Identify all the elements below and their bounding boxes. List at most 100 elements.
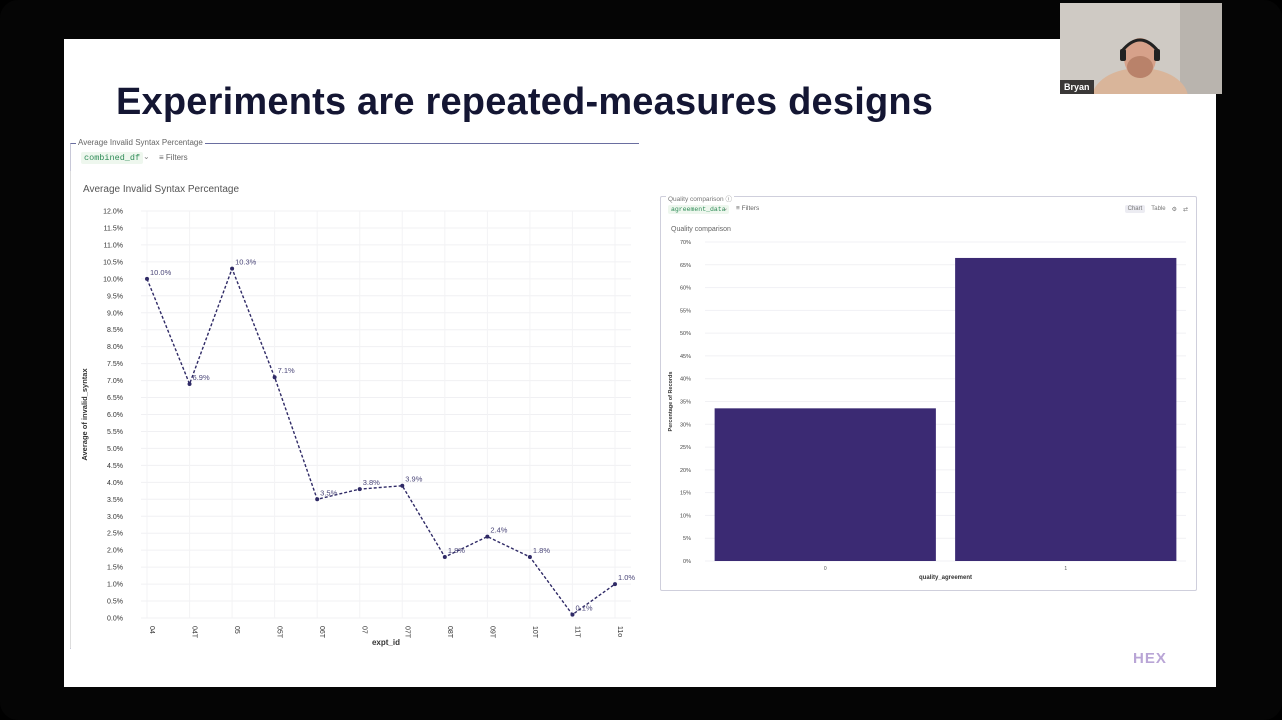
data-point [357,487,362,492]
filter-icon: ≡ [736,205,740,212]
data-label: 3.8% [363,478,380,487]
chevron-down-icon[interactable]: ⌄ [723,206,729,212]
y-tick-label: 7.0% [107,378,123,385]
data-point [613,582,617,587]
chart-title: Average Invalid Syntax Percentage [83,184,240,195]
data-point [187,381,192,386]
data-label: 10.3% [235,258,257,267]
y-tick-label: 45% [680,354,691,360]
y-tick-label: 4.0% [107,480,123,487]
y-tick-label: 0% [683,559,691,565]
x-tick-label: 05T [276,626,283,639]
line-chart-area: Average Invalid Syntax Percentage 0.0% 0.… [70,171,639,648]
participant-video: Bryan [1060,3,1222,94]
chart-title: Quality comparison [671,226,731,233]
data-point [442,554,447,559]
participant-name: Bryan [1060,80,1094,94]
filter-icon: ≡ [159,153,164,162]
x-tick-label: 11o [616,626,623,637]
x-tick-label: 09T [488,626,495,639]
y-tick-label: 60% [680,286,691,292]
y-tick-label: 9.0% [107,310,123,317]
dataframe-selector[interactable]: combined_df [81,152,144,164]
presentation-slide: Experiments are repeated-measures design… [64,39,1216,687]
data-label: 0.1% [575,604,592,613]
filters-label: Filters [741,205,760,212]
y-tick-label: 8.5% [107,327,123,334]
filters-button[interactable]: ≡ Filters [159,153,188,162]
tab-table[interactable]: Table [1151,206,1166,212]
bar-chart-cell: Quality comparison ⓘ agreement_data ⌄ ≡ … [660,193,1197,591]
y-axis-title: Average of invalid_syntax [80,368,89,461]
expand-icon[interactable]: ⇄ [1182,206,1188,213]
data-label: 1.0% [618,573,635,582]
line-chart-cell: Average Invalid Syntax Percentage combin… [70,138,640,649]
data-point [527,554,532,559]
y-tick-label: 12.0% [103,209,123,216]
bar-chart-svg: 0% 5% 10% 15% 20% 25% 30% 35% 40% 45% 50% 55% 60% 65%… [668,240,1186,581]
x-tick-label: 07 [361,626,368,634]
y-tick-label: 11.5% [104,225,123,232]
y-tick-label: 3.0% [107,514,123,521]
x-tick-label: 0 [824,566,827,572]
data-label: 2.4% [490,526,507,535]
x-tick-label: 04T [191,626,198,639]
line-chart-svg: 0.0% 0.5% 1.0% 1.5% 2.0% 2.5% 3.0% 3.5% 4.0% 4.5%… [80,209,635,648]
data-label: 3.9% [405,475,422,484]
y-tick-label: 6.0% [107,412,123,419]
y-axis-title: Percentage of Records [668,372,674,432]
data-label: 10.0% [150,268,172,277]
data-point [570,612,575,617]
hex-logo: HEX [1133,650,1167,667]
data-point [485,534,490,539]
data-label: 3.5% [320,488,337,497]
view-tabs: Chart Table ⚙ ⇄ [1124,205,1188,213]
filters-label: Filters [165,153,188,162]
y-tick-label: 50% [680,331,691,337]
x-tick-label: 08T [446,626,453,639]
y-tick-label: 0.5% [107,599,123,606]
y-tick-label: 5.0% [107,446,123,453]
x-tick-label: 04 [148,626,155,634]
y-tick-label: 6.5% [107,395,123,402]
y-tick-label: 1.0% [107,582,123,589]
x-tick-label: 1 [1064,566,1067,572]
dataframe-selector[interactable]: agreement_data [668,205,729,214]
filters-button[interactable]: ≡ Filters [736,205,759,212]
y-tick-label: 7.5% [107,361,123,368]
participant-image [1060,3,1222,94]
x-tick-label: 10T [531,626,538,639]
chevron-down-icon[interactable]: ⌄ [143,152,150,161]
data-label: 6.9% [193,373,210,382]
tab-chart[interactable]: Chart [1124,205,1146,213]
y-tick-label: 9.5% [107,293,123,300]
y-tick-label: 10.5% [103,259,123,266]
data-point [400,483,405,488]
y-tick-label: 8.0% [107,344,123,351]
y-tick-label: 55% [680,308,691,314]
x-axis-title: expt_id [372,638,400,647]
info-icon[interactable]: ⓘ [725,196,732,203]
y-tick-label: 2.0% [107,548,123,555]
cell-label: Quality comparison ⓘ [666,193,734,203]
x-axis-title: quality_agreement [919,575,972,581]
data-label: 7.1% [278,366,295,375]
y-tick-label: 10.0% [103,276,123,283]
data-label: 1.8% [533,546,550,555]
y-tick-label: 70% [680,240,691,246]
y-tick-label: 15% [680,491,691,497]
series-line [146,266,616,616]
cell-label-text: Quality comparison [668,196,724,203]
y-tick-label: 35% [680,400,691,406]
x-tick-label: 05 [233,626,240,634]
settings-icon[interactable]: ⚙ [1171,206,1177,213]
y-tick-label: 1.5% [107,565,123,572]
y-tick-label: 20% [680,468,691,474]
x-tick-label: 11T [573,626,580,638]
cell-label: Average Invalid Syntax Percentage [76,138,205,147]
y-tick-label: 5% [683,536,691,542]
y-tick-label: 11.0% [104,242,123,249]
y-tick-label: 40% [680,377,691,383]
data-point [145,276,149,281]
